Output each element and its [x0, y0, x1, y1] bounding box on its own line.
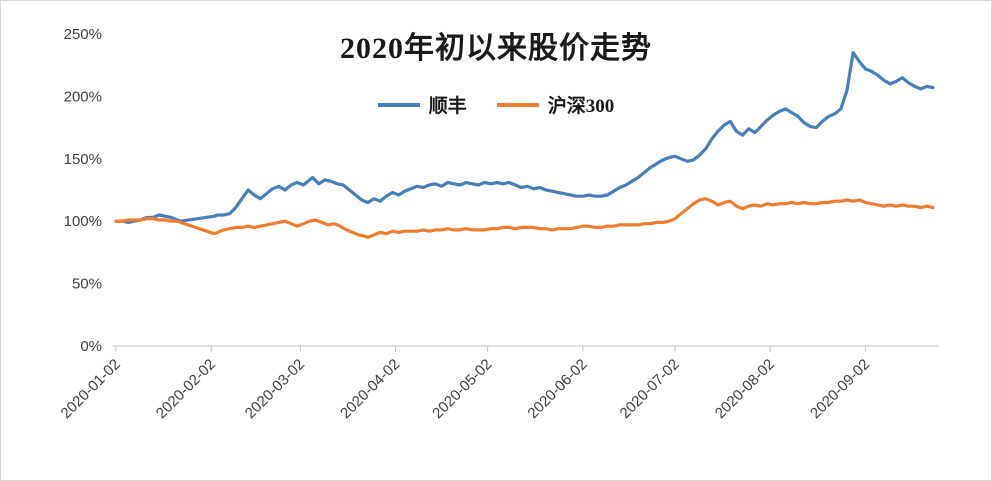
- y-axis-tick-label: 250%: [64, 26, 102, 43]
- x-axis-tick-label: 2020-04-02: [337, 356, 403, 422]
- csi300-series-line: [114, 197, 935, 239]
- csi300-series-label: 沪深300: [547, 96, 615, 117]
- sf-series-line: [114, 51, 935, 224]
- legend-item-sf: 顺丰: [377, 91, 467, 118]
- x-axis-tick-label: 2020-01-02: [58, 356, 124, 422]
- sf-series-swatch: [377, 102, 420, 107]
- chart-title: 2020年初以来股价走势: [340, 32, 652, 65]
- x-axis-tick-label: 2020-05-02: [429, 356, 495, 422]
- x-axis-tick-label: 2020-06-02: [524, 356, 590, 422]
- x-axis-tick-label: 2020-02-02: [153, 356, 219, 422]
- y-axis-tick-label: 150%: [64, 151, 102, 168]
- legend-item-csi300: 沪深300: [496, 91, 615, 118]
- x-axis-tick-label: 2020-03-02: [242, 356, 308, 422]
- y-axis-tick-label: 50%: [72, 276, 102, 293]
- csi300-series-swatch: [496, 102, 539, 107]
- y-axis-tick-label: 200%: [64, 88, 102, 105]
- y-axis-tick-label: 100%: [64, 213, 102, 230]
- chart-legend: 顺丰 沪深300: [1, 91, 991, 118]
- x-axis-tick-label: 2020-09-02: [807, 356, 873, 422]
- x-axis-tick-label: 2020-08-02: [712, 356, 778, 422]
- y-axis-tick-label: 0%: [80, 338, 102, 355]
- sf-series-label: 顺丰: [428, 96, 467, 117]
- x-axis-tick-label: 2020-07-02: [617, 356, 683, 422]
